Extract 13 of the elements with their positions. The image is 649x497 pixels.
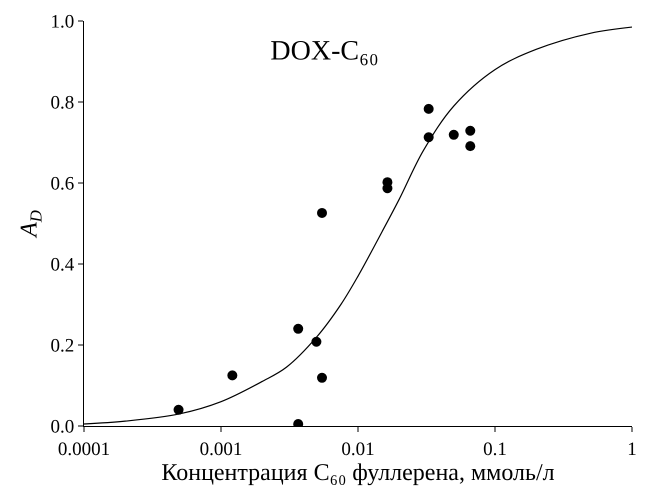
x-tick-label: 0.001 bbox=[200, 438, 242, 460]
x-tick-label: 1 bbox=[627, 438, 637, 460]
x-tick-label: 0.0001 bbox=[58, 438, 110, 460]
x-axis-title: Концентрация C₆₀ фуллерена, ммоль/л bbox=[161, 460, 555, 486]
x-tick-label: 0.1 bbox=[483, 438, 507, 460]
y-tick-label: 0.2 bbox=[50, 336, 74, 357]
y-tick-label: 0.4 bbox=[50, 254, 75, 276]
y-tick-label: 1.0 bbox=[50, 12, 74, 33]
y-tick-label: 0.6 bbox=[50, 174, 74, 195]
x-tick-label: 0.01 bbox=[341, 438, 375, 460]
y-tick-label: 0.8 bbox=[50, 92, 74, 114]
text: DOX-C₆₀ bbox=[270, 35, 379, 66]
y-tick-label: 0.0 bbox=[50, 416, 74, 438]
